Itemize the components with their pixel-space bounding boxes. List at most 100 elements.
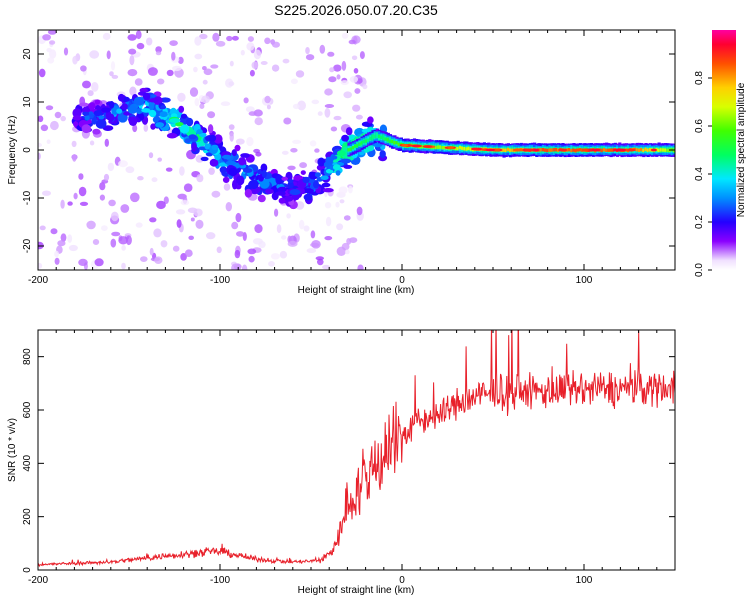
heatmap-cell <box>395 141 399 145</box>
heatmap-cell <box>207 124 214 134</box>
heatmap-cell <box>305 54 315 61</box>
heatmap-cell <box>393 140 397 145</box>
heatmap-cell <box>351 55 358 61</box>
heatmap-cell <box>38 152 41 160</box>
heatmap-cell <box>281 176 289 181</box>
heatmap-cell <box>84 115 90 121</box>
heatmap-cell <box>194 98 200 107</box>
snr-frame <box>37 329 676 571</box>
heatmap-cell <box>88 102 96 110</box>
y-tick-label: 0 <box>22 567 33 573</box>
heatmap-cell <box>129 55 135 66</box>
heatmap-cell <box>361 128 371 133</box>
heatmap-cell <box>335 170 341 176</box>
colorbar: 0.0 0.2 0.4 0.6 0.8 Normalized spectral ampl… <box>694 30 747 277</box>
heatmap-cell <box>661 148 666 152</box>
heatmap-cell <box>606 148 614 152</box>
heatmap-cell <box>73 192 78 200</box>
heatmap-cell <box>509 148 513 152</box>
heatmap-cell <box>324 104 335 108</box>
heatmap-cell <box>99 194 105 201</box>
heatmap-cell <box>247 36 254 42</box>
heatmap-cell <box>222 176 230 183</box>
heatmap-cell <box>151 177 158 183</box>
heatmap-cell <box>91 82 99 92</box>
heatmap-cell <box>275 174 283 185</box>
heatmap-cell <box>121 262 126 270</box>
colorbar-tick-label: 0.8 <box>694 71 705 85</box>
heatmap-cell <box>234 144 241 152</box>
heatmap-cell <box>107 162 115 172</box>
heatmap-cell <box>283 117 292 125</box>
heatmap-cell <box>570 148 574 153</box>
heatmap-cell <box>137 176 144 181</box>
heatmap-cell <box>98 115 105 120</box>
heatmap-cell <box>251 61 259 69</box>
heatmap-cell <box>153 228 162 238</box>
heatmap-cell <box>38 68 46 78</box>
colorbar-ticks: 0.0 0.2 0.4 0.6 0.8 <box>694 71 712 277</box>
heatmap-cell <box>642 148 646 153</box>
heatmap-cell <box>276 224 282 234</box>
heatmap-cell <box>71 140 77 148</box>
heatmap-cell <box>89 140 95 146</box>
heatmap-cell <box>159 111 168 118</box>
heatmap-cell <box>344 249 350 255</box>
heatmap-cell <box>335 201 340 208</box>
colorbar-tick-label: 0.6 <box>694 119 705 133</box>
heatmap-cell <box>155 122 165 128</box>
heatmap-cell <box>202 79 208 85</box>
heatmap-cell <box>289 189 301 196</box>
heatmap-cell <box>132 124 138 133</box>
heatmap-cell <box>42 34 51 41</box>
heatmap-cell <box>436 145 441 149</box>
heatmap-cell <box>92 128 101 135</box>
heatmap-cell <box>320 175 329 180</box>
heatmap-cell <box>257 194 266 203</box>
heatmap-cell <box>180 253 187 261</box>
heatmap-cell <box>228 124 235 130</box>
heatmap-cell <box>305 47 310 55</box>
heatmap-cell <box>548 148 552 152</box>
heatmap-cell <box>204 143 211 150</box>
heatmap-cell <box>253 49 262 60</box>
heatmap-cell <box>463 147 467 151</box>
heatmap-cell <box>47 30 57 35</box>
heatmap-cell <box>179 166 185 176</box>
heatmap-cell <box>118 160 128 168</box>
heatmap-cell <box>343 215 351 221</box>
heatmap-cell <box>82 80 91 89</box>
heatmap-cell <box>178 105 185 113</box>
heatmap-cell <box>321 182 331 188</box>
heatmap-cell <box>539 148 543 152</box>
heatmap-cell <box>391 139 395 144</box>
heatmap-cell <box>189 87 199 97</box>
y-tick-label: 200 <box>22 508 33 525</box>
heatmap-cell <box>199 33 208 40</box>
heatmap-cell <box>172 245 180 252</box>
heatmap-cell <box>287 181 294 189</box>
heatmap-cell <box>351 146 355 150</box>
heatmap-cell <box>149 247 154 256</box>
heatmap-cell <box>50 120 59 131</box>
heatmap-cell <box>465 147 469 151</box>
heatmap-cell <box>254 224 263 234</box>
heatmap-cell <box>244 188 253 198</box>
heatmap-cell <box>324 202 332 209</box>
heatmap-cell <box>99 182 106 191</box>
heatmap-cell <box>155 46 162 53</box>
heatmap-cell <box>310 230 316 239</box>
heatmap-cell <box>240 153 251 158</box>
heatmap-cell <box>272 41 280 48</box>
y-tick-label: 400 <box>22 455 33 472</box>
heatmap-cell <box>94 99 101 105</box>
spectrogram-xlabel: Height of straight line (km) <box>298 285 415 296</box>
heatmap-cell <box>120 204 130 213</box>
heatmap-cell <box>101 107 111 113</box>
heatmap-cell <box>159 97 171 103</box>
heatmap-cell <box>72 154 77 162</box>
heatmap-cell <box>650 148 657 152</box>
heatmap-cell <box>648 148 652 152</box>
